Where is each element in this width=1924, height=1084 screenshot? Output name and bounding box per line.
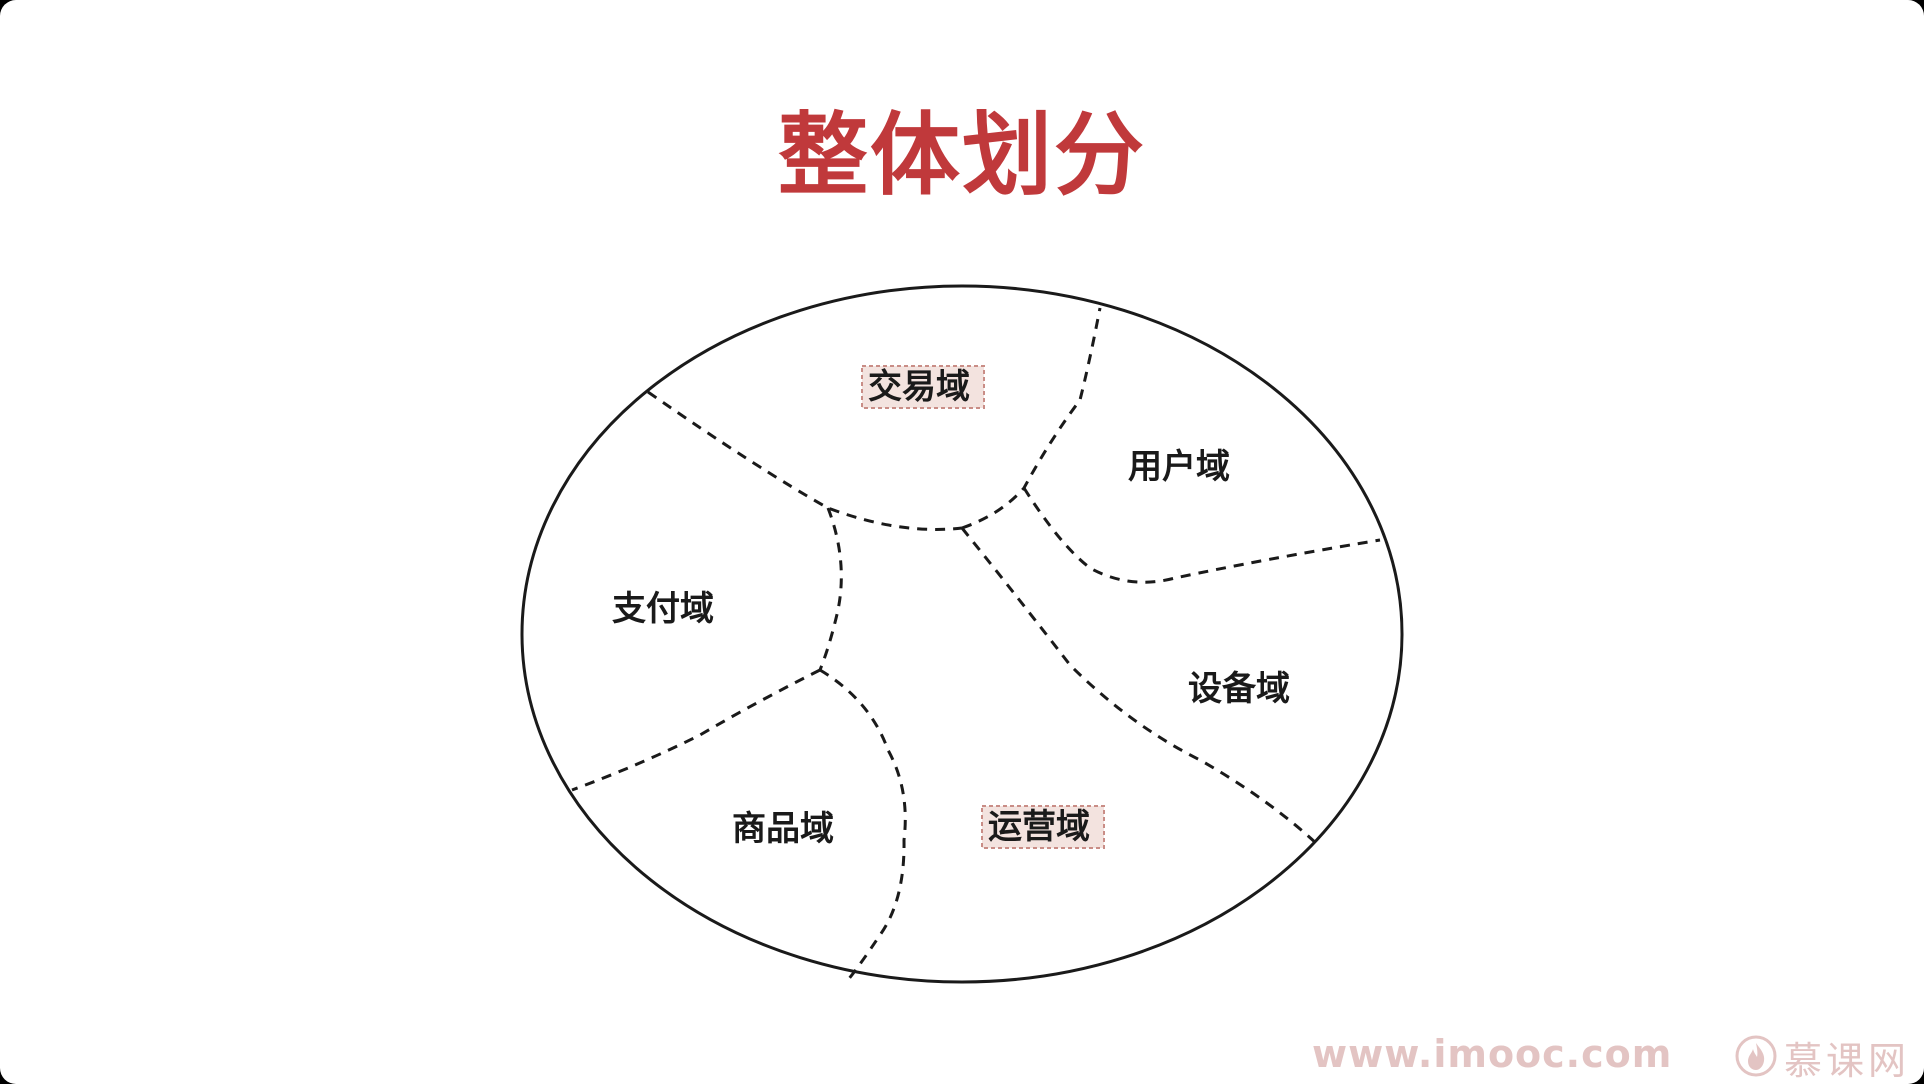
- trade-label-highlight: [861, 365, 985, 409]
- watermark-brand: 慕课网: [1734, 1030, 1910, 1084]
- divider-user-device: [1022, 487, 1381, 584]
- divider-trade-user: [961, 307, 1102, 530]
- region-label-product: 商品域: [732, 809, 834, 849]
- divider-payment-product: [571, 668, 821, 792]
- domain-boundary-ellipse: [520, 284, 1404, 984]
- watermark-brand-text: 慕课网: [1784, 1039, 1911, 1083]
- flame-logo-icon: [1734, 1034, 1778, 1082]
- region-label-device: 设备域: [1188, 669, 1290, 709]
- divider-trade-payment: [647, 390, 963, 531]
- region-label-user: 用户域: [1128, 447, 1230, 487]
- region-label-operation: 运营域: [988, 807, 1090, 847]
- domain-dividers: [571, 307, 1381, 981]
- divider-payment-center: [818, 507, 843, 671]
- divider-product-operation: [819, 668, 907, 981]
- region-label-payment: 支付域: [612, 589, 714, 629]
- operation-label-highlight: [981, 805, 1105, 849]
- page-title: 整体划分: [778, 103, 1146, 208]
- region-label-trade: 交易域: [868, 367, 970, 407]
- watermark-url: www.imooc.com: [1312, 1032, 1673, 1076]
